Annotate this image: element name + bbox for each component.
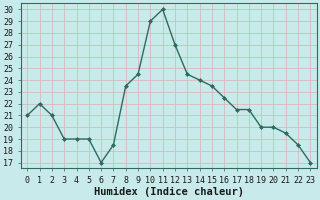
X-axis label: Humidex (Indice chaleur): Humidex (Indice chaleur) (94, 186, 244, 197)
